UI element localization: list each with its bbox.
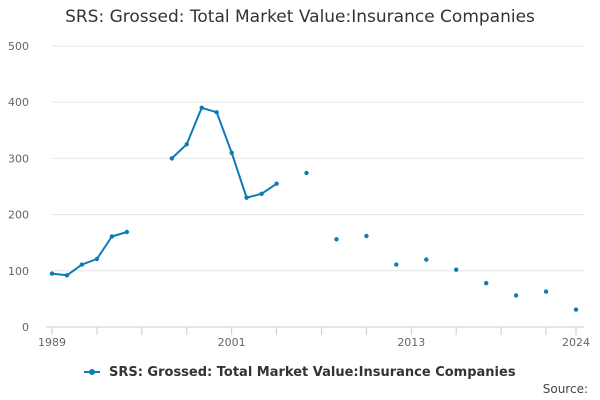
x-axis-labels: 1989 2001 2013 2024 — [38, 336, 590, 349]
y-axis-labels: 0 100 200 300 400 500 — [8, 40, 29, 334]
data-point — [259, 191, 264, 196]
data-point — [364, 233, 369, 239]
series-line — [51, 231, 128, 277]
data-point — [484, 281, 489, 286]
data-point — [184, 142, 189, 147]
data-point — [229, 150, 234, 155]
y-tick-label: 0 — [22, 321, 29, 334]
data-point — [334, 237, 339, 242]
data-point — [94, 256, 100, 262]
data-point — [573, 307, 579, 312]
data-point — [49, 271, 55, 276]
x-tick-label: 2013 — [397, 336, 425, 349]
data-point — [64, 273, 70, 278]
series-line — [171, 106, 278, 199]
data-point — [274, 181, 279, 186]
series-lines — [51, 106, 278, 277]
data-point — [424, 257, 429, 262]
data-point — [109, 234, 115, 239]
legend-label: SRS: Grossed: Total Market Value:Insuran… — [108, 365, 516, 380]
x-tick-label: 2024 — [562, 336, 590, 349]
data-point — [244, 195, 249, 200]
data-point — [543, 289, 549, 294]
x-axis — [46, 326, 584, 335]
y-tick-label: 500 — [8, 40, 29, 53]
x-tick-label: 2001 — [218, 336, 246, 349]
source-label: Source: — [542, 382, 588, 396]
series-points — [49, 105, 579, 312]
y-tick-label: 400 — [8, 96, 29, 109]
y-tick-label: 300 — [8, 152, 29, 165]
data-point — [513, 293, 519, 298]
data-point — [304, 170, 309, 176]
grid-lines — [52, 45, 584, 272]
data-point — [394, 262, 399, 267]
y-tick-label: 100 — [8, 265, 29, 278]
x-tick-label: 1989 — [38, 336, 66, 349]
legend[interactable]: SRS: Grossed: Total Market Value:Insuran… — [0, 365, 600, 380]
y-tick-label: 200 — [8, 209, 29, 222]
data-point — [124, 229, 130, 235]
data-point — [214, 110, 219, 115]
data-point — [79, 262, 85, 267]
data-point — [199, 105, 204, 111]
data-point — [454, 267, 459, 272]
data-point — [169, 156, 174, 161]
chart-title: SRS: Grossed: Total Market Value:Insuran… — [65, 7, 535, 27]
legend-line-icon — [84, 368, 101, 375]
